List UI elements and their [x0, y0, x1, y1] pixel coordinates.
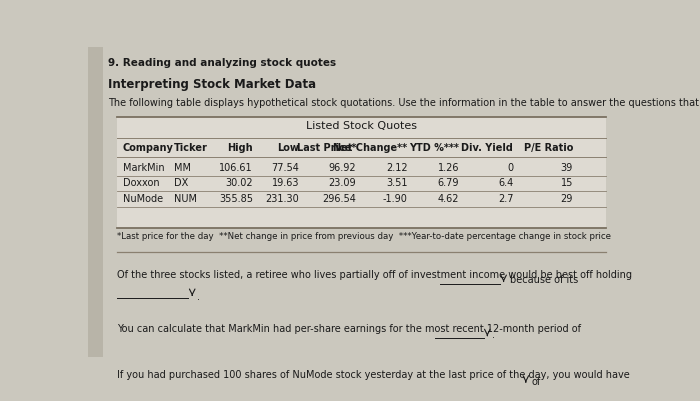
Text: 1.26: 1.26: [438, 162, 459, 172]
Text: Div. Yield: Div. Yield: [461, 142, 513, 152]
Text: 15: 15: [561, 178, 573, 188]
Text: 0: 0: [508, 162, 513, 172]
Text: Low: Low: [277, 142, 299, 152]
Text: DX: DX: [174, 178, 188, 188]
Text: Of the three stocks listed, a retiree who lives partially off of investment inco: Of the three stocks listed, a retiree wh…: [118, 269, 632, 279]
Text: .: .: [197, 292, 200, 302]
Text: 2.7: 2.7: [498, 193, 513, 203]
Bar: [88, 48, 103, 357]
Text: 6.79: 6.79: [438, 178, 459, 188]
Text: YTD %***: YTD %***: [410, 142, 459, 152]
Text: 2.12: 2.12: [386, 162, 407, 172]
Text: 9. Reading and analyzing stock quotes: 9. Reading and analyzing stock quotes: [108, 57, 336, 67]
Text: 296.54: 296.54: [322, 193, 356, 203]
Text: 3.51: 3.51: [386, 178, 407, 188]
Text: 29: 29: [561, 193, 573, 203]
Text: of: of: [531, 376, 540, 386]
Text: because of its: because of its: [510, 275, 578, 285]
Text: MM: MM: [174, 162, 191, 172]
Text: The following table displays hypothetical stock quotations. Use the information : The following table displays hypothetica…: [108, 97, 700, 107]
Text: 231.30: 231.30: [265, 193, 299, 203]
Text: 23.09: 23.09: [328, 178, 356, 188]
Text: 4.62: 4.62: [438, 193, 459, 203]
Text: NuMode: NuMode: [122, 193, 163, 203]
Text: 77.54: 77.54: [271, 162, 299, 172]
Text: *Last price for the day  **Net change in price from previous day  ***Year-to-dat: *Last price for the day **Net change in …: [118, 232, 611, 241]
Text: Interpreting Stock Market Data: Interpreting Stock Market Data: [108, 77, 316, 90]
Text: 30.02: 30.02: [225, 178, 253, 188]
Text: Company: Company: [122, 142, 174, 152]
Text: Doxxon: Doxxon: [122, 178, 160, 188]
Text: NUM: NUM: [174, 193, 197, 203]
Text: MarkMin: MarkMin: [122, 162, 164, 172]
Text: 96.92: 96.92: [328, 162, 356, 172]
Bar: [118, 117, 606, 229]
Text: Net Change**: Net Change**: [333, 142, 407, 152]
Text: Last Price*: Last Price*: [297, 142, 356, 152]
Text: 106.61: 106.61: [219, 162, 253, 172]
Text: -1.90: -1.90: [383, 193, 407, 203]
Text: 39: 39: [561, 162, 573, 172]
Text: 6.4: 6.4: [498, 178, 513, 188]
Text: 19.63: 19.63: [272, 178, 299, 188]
Text: 355.85: 355.85: [219, 193, 253, 203]
Text: Listed Stock Quotes: Listed Stock Quotes: [306, 121, 417, 131]
Text: .: .: [492, 329, 495, 339]
Text: If you had purchased 100 shares of NuMode stock yesterday at the last price of t: If you had purchased 100 shares of NuMod…: [118, 369, 630, 379]
Text: High: High: [228, 142, 253, 152]
Text: You can calculate that MarkMin had per-share earnings for the most recent 12-mon: You can calculate that MarkMin had per-s…: [118, 323, 581, 333]
Text: P/E Ratio: P/E Ratio: [524, 142, 573, 152]
Text: Ticker: Ticker: [174, 142, 208, 152]
